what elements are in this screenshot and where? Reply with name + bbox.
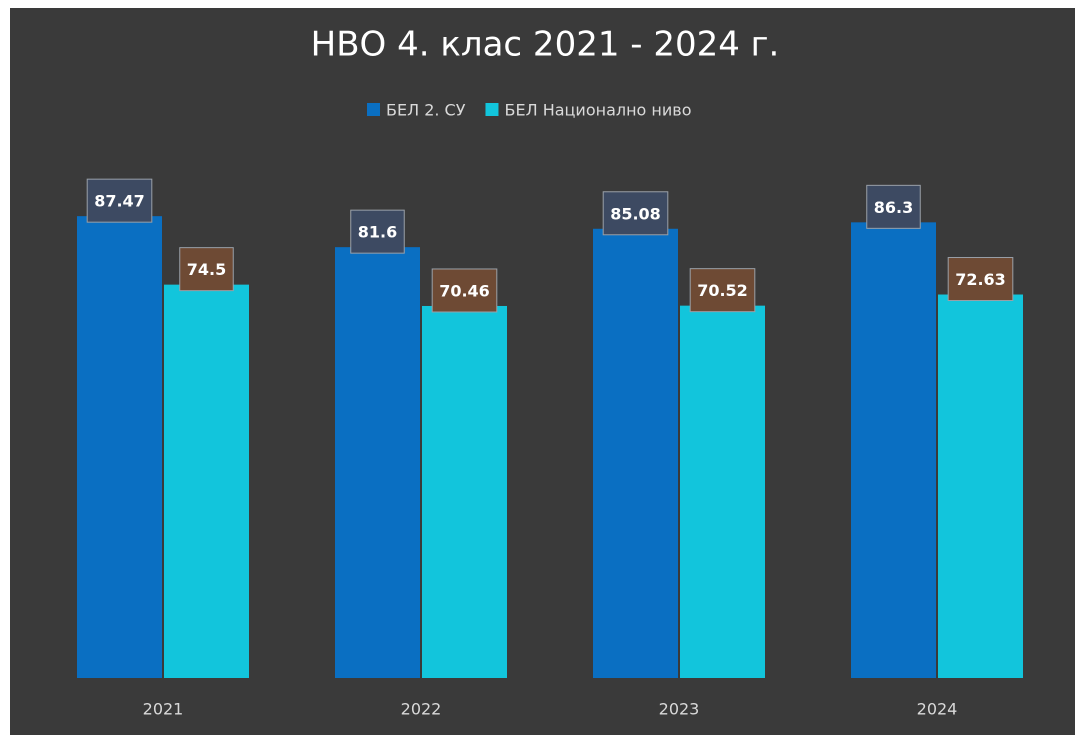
legend-label: БЕЛ Национално ниво bbox=[504, 101, 691, 120]
x-tick-label: 2023 bbox=[659, 700, 700, 719]
bar bbox=[335, 247, 420, 679]
bar bbox=[938, 294, 1023, 678]
data-label-box bbox=[689, 268, 756, 313]
bar bbox=[851, 222, 936, 678]
data-label-box bbox=[602, 191, 669, 236]
chart-title: НВО 4. клас 2021 - 2024 г. bbox=[311, 25, 780, 65]
bar bbox=[422, 305, 507, 678]
x-tick-label: 2024 bbox=[917, 700, 958, 719]
data-label: 72.63 bbox=[955, 270, 1006, 289]
bar bbox=[77, 216, 162, 679]
data-label: 70.46 bbox=[439, 281, 490, 300]
data-label-box bbox=[947, 257, 1014, 302]
data-label: 74.5 bbox=[187, 260, 226, 279]
bar bbox=[164, 284, 249, 678]
x-tick-label: 2022 bbox=[401, 700, 442, 719]
data-label-box bbox=[350, 209, 405, 254]
legend-swatch bbox=[367, 103, 380, 116]
legend-label: БЕЛ 2. СУ bbox=[386, 101, 466, 120]
bar bbox=[680, 305, 765, 678]
data-label: 87.47 bbox=[94, 192, 145, 211]
data-label: 81.6 bbox=[358, 223, 397, 242]
data-label: 70.52 bbox=[697, 281, 748, 300]
x-tick-label: 2021 bbox=[143, 700, 184, 719]
bar bbox=[593, 228, 678, 679]
data-label-box bbox=[866, 184, 921, 229]
data-label: 85.08 bbox=[610, 204, 661, 223]
legend-swatch bbox=[485, 103, 499, 116]
data-label-box bbox=[179, 247, 234, 292]
data-label-box bbox=[431, 268, 498, 313]
data-label: 86.3 bbox=[874, 198, 913, 217]
data-label-box bbox=[86, 178, 153, 223]
